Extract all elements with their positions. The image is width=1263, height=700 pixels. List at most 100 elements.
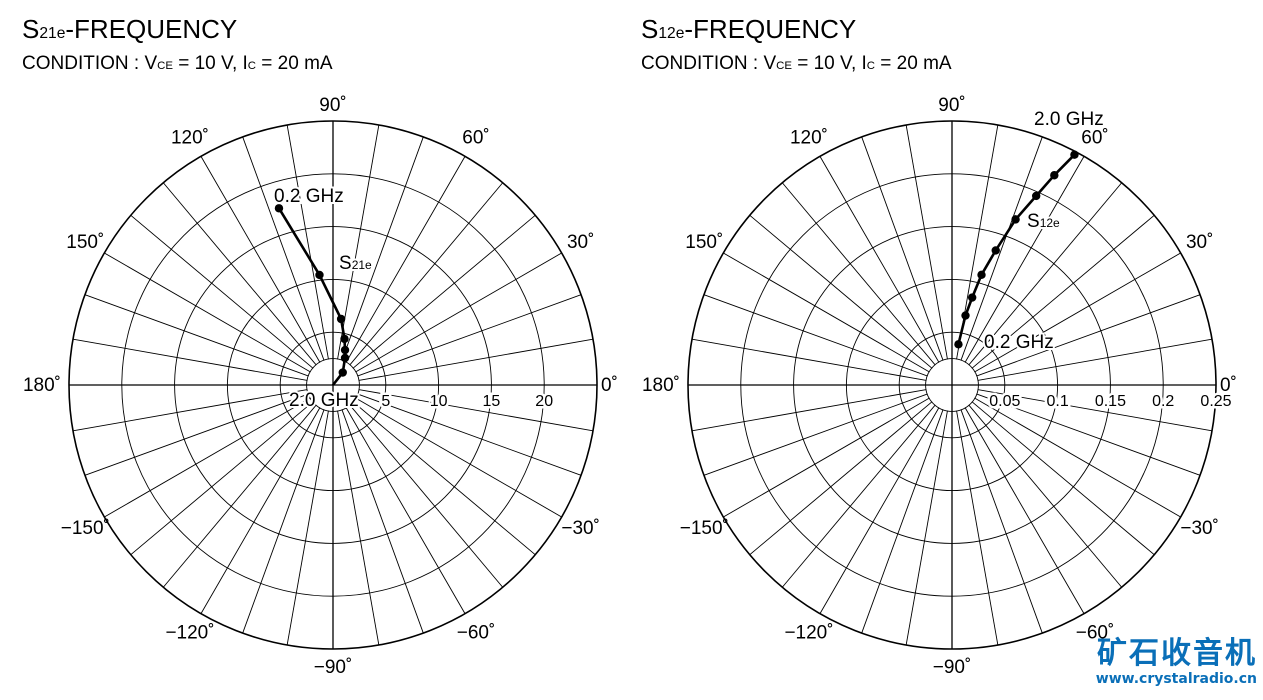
angle-gridline	[691, 389, 927, 432]
angle-gridline	[286, 410, 329, 646]
radial-gridline	[226, 278, 440, 492]
data-point	[336, 314, 346, 324]
angle-gridline	[355, 252, 562, 373]
frequency-start-label: 0.2 GHz	[274, 186, 344, 207]
angle-gridline	[200, 156, 321, 363]
radial-gridline	[306, 358, 360, 412]
angle-gridline	[72, 338, 308, 381]
radial-gridline	[845, 278, 1059, 492]
angle-gridline	[341, 136, 424, 361]
angle-gridline	[861, 136, 944, 361]
frequency-end-label: 2.0 GHz	[1034, 109, 1104, 130]
radial-gridline	[279, 331, 387, 439]
angle-gridline	[956, 410, 999, 646]
angle-label: 0˚	[601, 375, 618, 396]
angle-gridline	[200, 407, 321, 614]
angle-gridline	[971, 214, 1155, 369]
data-point	[315, 270, 324, 280]
data-point	[961, 311, 970, 320]
chart-title: S21e-FREQUENCY	[22, 14, 238, 44]
angle-gridline	[242, 136, 325, 361]
watermark-logo: 矿石收音机	[1097, 636, 1257, 671]
angle-gridline	[977, 389, 1213, 432]
s21e-polar-plot: 5 10 15 20 0˚ 30˚ 60˚ 90˚ 120˚ 150˚ 180˚ −150˚ −120˚…	[23, 95, 618, 678]
angle-gridline	[976, 393, 1201, 476]
angle-gridline	[130, 401, 314, 556]
angle-gridline	[357, 393, 582, 476]
angle-label: −60˚	[1076, 623, 1115, 644]
angle-label: 150˚	[66, 232, 104, 253]
angle-gridline	[358, 389, 594, 432]
angle-gridline	[349, 182, 504, 366]
angle-label: −120˚	[165, 623, 214, 644]
data-point	[954, 340, 963, 349]
angle-gridline	[974, 397, 1181, 518]
angle-label: 60˚	[462, 127, 489, 148]
data-point	[274, 204, 284, 213]
radial-gridline	[740, 173, 1164, 597]
angle-gridline	[964, 156, 1085, 363]
angle-gridline	[905, 124, 948, 360]
angle-gridline	[337, 124, 380, 360]
angle-label: 120˚	[171, 127, 209, 148]
outer-circle	[687, 120, 1217, 650]
angle-label: 90˚	[938, 95, 965, 116]
angle-gridline	[960, 136, 1043, 361]
site-watermark: 矿石收音机 www.crystalradio.cn	[1096, 638, 1257, 688]
angle-gridline	[861, 409, 944, 634]
angle-label: −30˚	[561, 518, 600, 539]
angle-gridline	[345, 407, 466, 614]
angle-gridline	[352, 401, 536, 556]
angle-gridline	[162, 404, 317, 588]
data-point	[1070, 150, 1079, 159]
angle-gridline	[162, 182, 317, 366]
data-point	[977, 270, 986, 280]
data-point	[340, 334, 349, 344]
angle-gridline	[960, 409, 1043, 634]
angle-gridline	[286, 124, 329, 360]
data-point	[991, 246, 1000, 255]
outer-circle	[68, 120, 598, 650]
data-point	[340, 353, 350, 363]
angle-gridline	[349, 404, 504, 588]
radial-tick-label: 0.25	[1200, 393, 1231, 410]
angle-gridline	[703, 393, 928, 476]
angle-gridline	[964, 407, 1085, 614]
frequency-end-label: 2.0 GHz	[289, 390, 359, 411]
data-point	[1011, 215, 1020, 224]
angle-gridline	[968, 182, 1123, 366]
angle-gridline	[691, 338, 927, 381]
s12e-polar-plot: 0.05 0.1 0.15 0.2 0.250˚ 30˚ 60˚ 90˚ 120˚ 150˚ 180…	[642, 95, 1237, 678]
angle-label: 90˚	[319, 95, 346, 116]
radial-tick-label: 20	[535, 393, 553, 410]
radial-gridline	[793, 226, 1111, 544]
series-line	[331, 371, 344, 386]
radial-gridline	[174, 226, 492, 544]
angle-gridline	[723, 252, 930, 373]
angle-label: −120˚	[784, 623, 833, 644]
angle-label: 30˚	[567, 232, 594, 253]
angle-gridline	[242, 409, 325, 634]
data-point	[340, 345, 350, 355]
radial-tick-label: 0.15	[1095, 393, 1126, 410]
angle-label: −150˚	[61, 518, 110, 539]
radial-gridline	[121, 173, 545, 597]
angle-gridline	[749, 401, 933, 556]
angle-gridline	[905, 410, 948, 646]
angle-gridline	[130, 214, 314, 369]
angle-gridline	[84, 393, 309, 476]
angle-gridline	[358, 338, 594, 381]
angle-label: 120˚	[790, 127, 828, 148]
angle-label: 180˚	[642, 375, 680, 396]
series-label: S12e	[1027, 211, 1060, 232]
chart-title: S12e-FREQUENCY	[641, 14, 857, 44]
angle-label: −30˚	[1180, 518, 1219, 539]
angle-gridline	[72, 389, 308, 432]
angle-label: −60˚	[457, 623, 496, 644]
angle-gridline	[341, 409, 424, 634]
radial-tick-label: 10	[430, 393, 448, 410]
data-point	[967, 293, 977, 302]
angle-gridline	[819, 407, 940, 614]
angle-label: 150˚	[685, 232, 723, 253]
angle-gridline	[749, 214, 933, 369]
